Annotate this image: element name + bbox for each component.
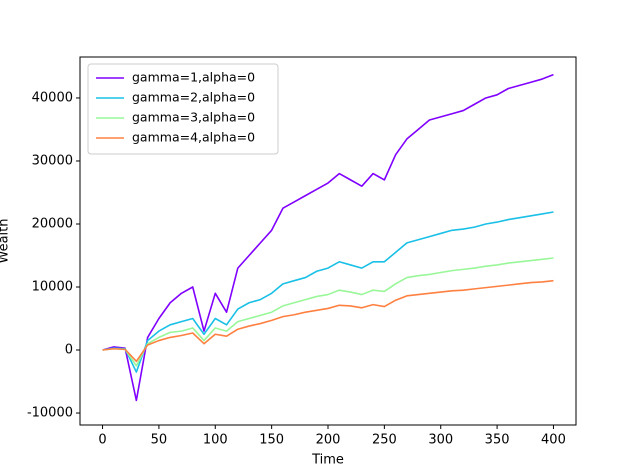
y-tick-label: 30000 xyxy=(32,153,73,168)
x-tick-label: 50 xyxy=(151,433,168,448)
legend: gamma=1,alpha=0 gamma=2,alpha=0 gamma=3,al… xyxy=(87,63,279,155)
x-tick-label: 400 xyxy=(541,433,566,448)
x-tick-label: 200 xyxy=(316,433,341,448)
legend-box xyxy=(87,63,279,155)
x-tick-label: 150 xyxy=(259,433,284,448)
series-line xyxy=(102,73,554,402)
x-tick-label: 350 xyxy=(485,433,510,448)
legend-label: gamma=2,alpha=0 xyxy=(132,90,255,105)
plot-frame xyxy=(79,56,577,426)
series-line xyxy=(102,279,554,363)
y-tick-label: -10000 xyxy=(27,406,73,421)
legend-label: gamma=1,alpha=0 xyxy=(132,70,255,85)
y-tick-label: 20000 xyxy=(32,216,73,231)
series-line xyxy=(102,257,554,367)
series-line xyxy=(102,211,554,373)
legend-label: gamma=3,alpha=0 xyxy=(132,110,255,125)
x-axis-label: Time xyxy=(311,453,344,468)
x-tick-label: 0 xyxy=(98,433,106,448)
x-tick-label: 250 xyxy=(372,433,397,448)
legend-label: gamma=4,alpha=0 xyxy=(132,130,255,145)
y-tick-label: 0 xyxy=(65,343,73,358)
y-axis-label: Wealth xyxy=(0,218,12,263)
y-tick-label: 10000 xyxy=(32,280,73,295)
y-tick-label: 40000 xyxy=(32,90,73,105)
x-tick-label: 300 xyxy=(428,433,453,448)
x-tick-label: 100 xyxy=(203,433,228,448)
